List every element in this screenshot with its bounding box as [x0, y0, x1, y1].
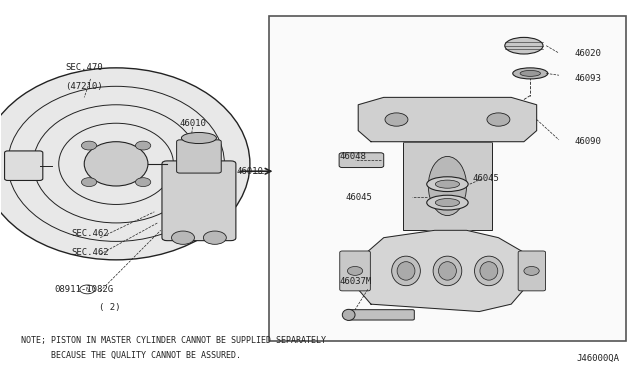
- Ellipse shape: [427, 177, 468, 192]
- FancyBboxPatch shape: [347, 310, 414, 320]
- Ellipse shape: [84, 142, 148, 186]
- Ellipse shape: [181, 132, 216, 144]
- Text: 46020: 46020: [575, 49, 602, 58]
- Text: 46093: 46093: [575, 74, 602, 83]
- Ellipse shape: [427, 195, 468, 210]
- Ellipse shape: [474, 256, 503, 286]
- FancyBboxPatch shape: [4, 151, 43, 180]
- Circle shape: [172, 231, 195, 244]
- Ellipse shape: [435, 199, 460, 207]
- Ellipse shape: [435, 180, 460, 188]
- Text: 46037M: 46037M: [339, 278, 371, 286]
- Circle shape: [81, 141, 97, 150]
- Text: 46090: 46090: [575, 137, 602, 146]
- Text: SEC.462: SEC.462: [72, 230, 109, 238]
- FancyBboxPatch shape: [162, 161, 236, 241]
- Text: 46048: 46048: [339, 152, 366, 161]
- FancyBboxPatch shape: [340, 251, 371, 291]
- Text: N: N: [85, 287, 90, 292]
- Ellipse shape: [428, 157, 467, 215]
- Ellipse shape: [520, 70, 540, 76]
- Polygon shape: [358, 97, 537, 142]
- Text: SEC.462: SEC.462: [72, 248, 109, 257]
- FancyBboxPatch shape: [177, 140, 221, 173]
- Text: SEC.470: SEC.470: [65, 63, 103, 72]
- Text: 46010: 46010: [236, 167, 263, 176]
- Ellipse shape: [397, 262, 415, 280]
- Circle shape: [524, 266, 540, 275]
- Ellipse shape: [342, 310, 355, 320]
- Text: 46010: 46010: [179, 119, 206, 128]
- Ellipse shape: [0, 68, 250, 260]
- Ellipse shape: [505, 38, 543, 54]
- Ellipse shape: [392, 256, 420, 286]
- Circle shape: [348, 266, 363, 275]
- Text: 46045: 46045: [346, 193, 372, 202]
- Text: NOTE; PISTON IN MASTER CYLINDER CANNOT BE SUPPLIED SEPARATELY: NOTE; PISTON IN MASTER CYLINDER CANNOT B…: [20, 336, 326, 345]
- FancyBboxPatch shape: [339, 153, 384, 167]
- Text: J46000QA: J46000QA: [577, 354, 620, 363]
- Circle shape: [136, 141, 151, 150]
- Circle shape: [81, 178, 97, 186]
- Text: (47210): (47210): [65, 82, 103, 91]
- Ellipse shape: [513, 68, 548, 79]
- Text: BECAUSE THE QUALITY CANNOT BE ASSURED.: BECAUSE THE QUALITY CANNOT BE ASSURED.: [20, 350, 241, 359]
- Bar: [403, 142, 492, 230]
- Ellipse shape: [433, 256, 462, 286]
- Circle shape: [80, 285, 95, 294]
- Polygon shape: [358, 230, 524, 311]
- Text: ( 2): ( 2): [99, 303, 120, 312]
- FancyBboxPatch shape: [518, 251, 545, 291]
- Ellipse shape: [438, 262, 456, 280]
- Bar: [269, 16, 626, 341]
- Text: 08911-1082G: 08911-1082G: [54, 285, 114, 294]
- Circle shape: [487, 113, 510, 126]
- Circle shape: [385, 113, 408, 126]
- Circle shape: [204, 231, 227, 244]
- Circle shape: [136, 178, 151, 186]
- Text: 46045: 46045: [473, 174, 500, 183]
- Ellipse shape: [480, 262, 498, 280]
